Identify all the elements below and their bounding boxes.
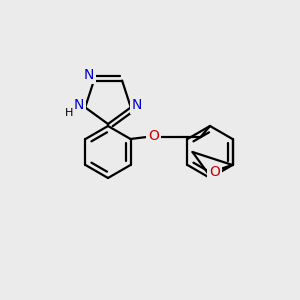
- Text: N: N: [132, 98, 142, 112]
- Text: O: O: [148, 129, 159, 143]
- Text: H: H: [65, 108, 74, 118]
- Text: O: O: [209, 165, 220, 179]
- Text: N: N: [84, 68, 94, 82]
- Text: N: N: [74, 98, 84, 112]
